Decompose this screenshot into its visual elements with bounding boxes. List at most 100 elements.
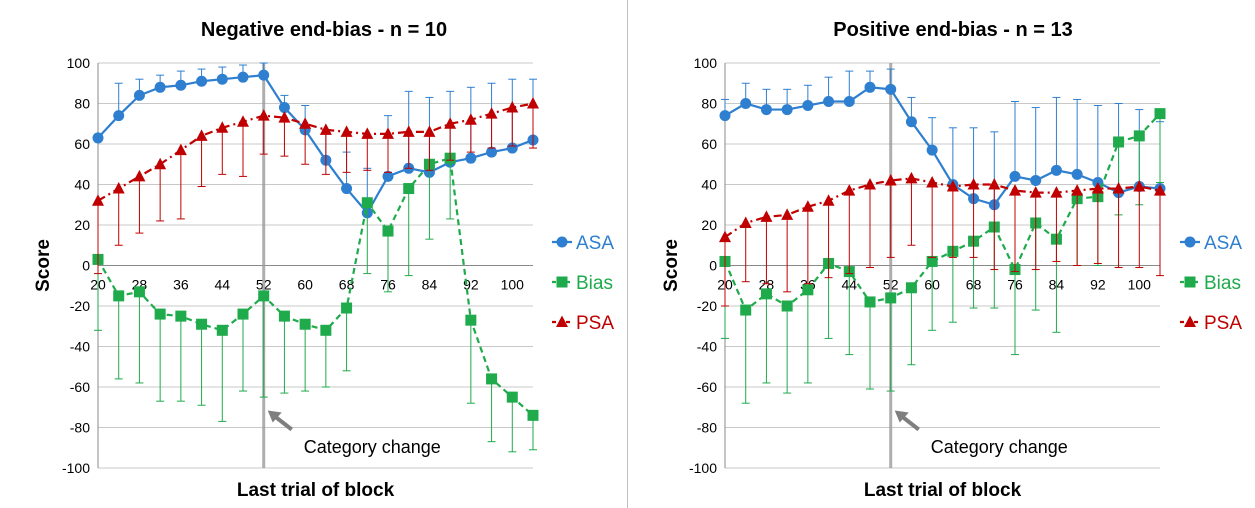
y-tick-label: -80 bbox=[70, 420, 90, 436]
chart-panel-negative-end-bias: Negative end-bias - n = 10 100 80 60 40 20 0 -2… bbox=[33, 0, 628, 508]
data-point bbox=[864, 178, 876, 190]
data-point bbox=[402, 125, 415, 137]
annotation-arrowhead bbox=[894, 410, 909, 423]
series-psa bbox=[92, 97, 539, 275]
annotation-label: Category change bbox=[304, 437, 441, 457]
data-point bbox=[340, 125, 353, 137]
data-point bbox=[864, 296, 876, 308]
data-point bbox=[506, 142, 518, 154]
data-point bbox=[216, 324, 228, 336]
x-tick-label: 84 bbox=[422, 277, 438, 293]
y-tick-label: -40 bbox=[697, 339, 717, 355]
data-point bbox=[92, 194, 104, 206]
data-point bbox=[905, 116, 917, 128]
legend-marker bbox=[1184, 276, 1196, 288]
data-point bbox=[740, 304, 752, 316]
data-point bbox=[884, 173, 897, 186]
y-tick-label: -60 bbox=[697, 379, 717, 395]
data-point bbox=[278, 111, 291, 123]
annotation-label: Category change bbox=[931, 437, 1068, 457]
data-point bbox=[113, 110, 125, 122]
data-point bbox=[527, 409, 539, 421]
y-tick-label: 20 bbox=[701, 217, 717, 233]
data-point bbox=[527, 97, 539, 109]
y-tick-label: 80 bbox=[701, 96, 717, 112]
data-point bbox=[946, 180, 959, 192]
data-point bbox=[196, 318, 208, 330]
data-point bbox=[1050, 164, 1062, 176]
data-point bbox=[319, 123, 332, 135]
data-point bbox=[382, 127, 394, 139]
y-tick-label: -20 bbox=[70, 298, 90, 314]
data-point bbox=[485, 107, 498, 119]
chart-positive-end-bias: Positive end-bias - n = 13 100 80 60 40 20 0 -2… bbox=[661, 19, 1242, 501]
data-point bbox=[822, 194, 835, 206]
chart-title: Negative end-bias - n = 10 bbox=[201, 19, 447, 41]
data-point bbox=[237, 308, 249, 320]
series-bias bbox=[92, 152, 539, 453]
x-tick-labels: 20283644526068768492100 bbox=[717, 277, 1151, 293]
data-point bbox=[1029, 186, 1042, 198]
legend-label: PSA bbox=[1204, 313, 1242, 334]
data-point bbox=[278, 310, 290, 322]
x-tick-label: 44 bbox=[214, 277, 230, 293]
y-tick-labels: 100 80 60 40 20 0 -20 -40 -60 -80 -100 bbox=[62, 55, 90, 476]
legend-marker bbox=[1184, 315, 1196, 327]
x-tick-label: 36 bbox=[173, 277, 189, 293]
x-tick-label: 92 bbox=[1090, 277, 1106, 293]
data-point bbox=[299, 117, 312, 129]
data-point bbox=[823, 95, 835, 107]
series-line bbox=[723, 112, 1161, 312]
y-tick-label: 60 bbox=[701, 136, 717, 152]
series-psa bbox=[719, 171, 1166, 307]
data-point bbox=[1113, 136, 1125, 148]
data-point bbox=[464, 113, 477, 125]
data-point bbox=[719, 110, 731, 122]
data-point bbox=[885, 292, 897, 304]
legend-entry-bias: Bias bbox=[552, 273, 613, 294]
data-point bbox=[739, 216, 752, 228]
data-point bbox=[1030, 174, 1042, 186]
y-tick-label: -20 bbox=[697, 298, 717, 314]
data-point bbox=[988, 178, 1001, 190]
data-point bbox=[506, 101, 519, 113]
legend-marker bbox=[1184, 236, 1196, 248]
data-point bbox=[1050, 186, 1063, 198]
series-line bbox=[97, 102, 534, 202]
data-point bbox=[843, 184, 856, 196]
legend-entry-asa: ASA bbox=[552, 233, 614, 254]
data-point bbox=[113, 290, 125, 302]
series-asa bbox=[719, 68, 1166, 211]
data-point bbox=[382, 225, 394, 237]
series-bias bbox=[719, 108, 1166, 404]
data-point bbox=[801, 200, 814, 212]
data-point bbox=[1133, 130, 1145, 142]
chart-panel-positive-end-bias: Positive end-bias - n = 13 100 80 60 40 20 0 -2… bbox=[628, 0, 1255, 508]
data-point bbox=[278, 102, 290, 114]
data-point bbox=[237, 71, 249, 83]
data-point bbox=[257, 109, 270, 121]
legend-entry-psa: PSA bbox=[1180, 313, 1242, 334]
data-point bbox=[361, 197, 373, 209]
data-point bbox=[843, 95, 855, 107]
legend-entry-psa: PSA bbox=[552, 313, 614, 334]
data-point bbox=[486, 146, 498, 158]
legend-marker bbox=[556, 236, 568, 248]
data-point bbox=[341, 302, 353, 314]
data-point bbox=[967, 178, 980, 190]
x-axis-title: Last trial of block bbox=[864, 480, 1022, 501]
data-point bbox=[216, 73, 228, 85]
y-tick-label: -80 bbox=[697, 420, 717, 436]
legend-label: ASA bbox=[576, 233, 614, 254]
data-point bbox=[1071, 168, 1083, 180]
x-tick-labels: 20283644526068768492100 bbox=[90, 277, 524, 293]
data-point bbox=[237, 115, 249, 127]
y-axis-title: Score bbox=[33, 239, 54, 292]
y-tick-label: -100 bbox=[689, 460, 717, 476]
data-point bbox=[905, 171, 918, 184]
series-line bbox=[724, 86, 1161, 207]
legend-label: Bias bbox=[1204, 273, 1241, 294]
data-point bbox=[760, 288, 772, 300]
series-line bbox=[97, 156, 534, 417]
data-point bbox=[802, 284, 814, 296]
